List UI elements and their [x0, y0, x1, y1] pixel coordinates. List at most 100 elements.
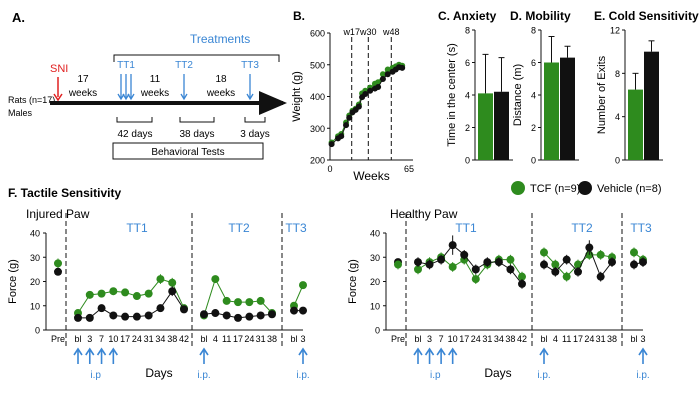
weight-y-tick-label: 500: [310, 60, 325, 70]
gap-3-number: 18: [215, 74, 227, 85]
injured-point: [222, 296, 231, 305]
injured-point: [211, 309, 220, 318]
injured-point: [200, 310, 208, 319]
healthy-title: Healthy Paw: [390, 207, 458, 221]
healthy-ip-arrow-head: [436, 347, 446, 356]
healthy-ip-label: i.p.: [537, 370, 550, 381]
gap-2-unit: weeks: [140, 88, 169, 99]
injured-point: [132, 292, 141, 301]
healthy-point: [506, 265, 515, 274]
injured-y-tick-label: 30: [30, 253, 40, 263]
cold-bar: [628, 89, 643, 160]
healthy-x-tick-label: bl: [630, 334, 637, 344]
healthy-point: [414, 265, 422, 274]
healthy-point: [471, 275, 480, 284]
injured-x-tick-label: 42: [179, 334, 189, 344]
healthy-point: [518, 279, 526, 288]
injured-ip-arrow-head: [73, 347, 83, 356]
healthy-point: [540, 248, 548, 257]
weight-point: [346, 114, 353, 121]
injured-x-tick-label: 4: [213, 334, 218, 344]
anxiety-y-tick-label: 8: [465, 26, 470, 36]
weight-point: [328, 141, 335, 148]
mobility-y-tick-label: 4: [531, 91, 536, 101]
healthy-x-tick-label: 3: [427, 334, 432, 344]
healthy-y-tick-label: 10: [370, 301, 380, 311]
healthy-x-tick-label: 17: [459, 334, 469, 344]
weight-y-tick-label: 300: [310, 124, 325, 134]
healthy-point: [562, 255, 571, 264]
weight-y-tick-label: 600: [310, 29, 325, 39]
cold-y-label: Number of Exits: [596, 55, 608, 134]
healthy-x-tick-label: 38: [607, 334, 617, 344]
injured-point: [121, 288, 130, 297]
weight-point: [343, 122, 350, 129]
healthy-point: [574, 267, 582, 276]
tt2-label: TT2: [175, 60, 193, 71]
healthy-ip-arrow-head: [638, 347, 648, 356]
injured-point: [256, 296, 265, 305]
injured-ip-label: i.p: [90, 370, 101, 381]
injured-x-tick-label: 10: [108, 334, 118, 344]
cold-title: E. Cold Sensitivity: [594, 9, 699, 23]
injured-point: [168, 287, 177, 296]
injured-point: [222, 311, 231, 320]
injured-x-tick-label: 24: [132, 334, 142, 344]
injured-y-tick-label: 40: [30, 229, 40, 239]
anxiety-bar: [478, 93, 493, 160]
healthy-point: [518, 272, 526, 281]
healthy-point: [394, 260, 402, 269]
healthy-x-tick-label: 17: [573, 334, 583, 344]
weight-chart: B. 600 500 400 300 200 Weight (g) Weeks 0 65 w17 w3…: [291, 9, 414, 183]
injured-series-line: [78, 290, 185, 319]
mobility-y-label: Distance (m): [512, 64, 524, 126]
injured-point: [156, 304, 165, 313]
anxiety-bar: [494, 91, 509, 160]
healthy-x-label: Days: [484, 366, 511, 380]
healthy-x-tick-label: 24: [584, 334, 594, 344]
healthy-x-tick-label: 31: [482, 334, 492, 344]
days-2-label: 38 days: [179, 129, 214, 140]
healthy-ip-arrow-head: [413, 347, 423, 356]
anxiety-y-tick-label: 6: [465, 58, 470, 68]
healthy-point: [585, 243, 594, 252]
injured-tt-label: TT3: [285, 221, 307, 235]
mobility-y-tick-label: 8: [531, 26, 536, 36]
anxiety-y-label: Time in the center (s): [446, 43, 458, 147]
healthy-ip-arrow-head: [424, 347, 435, 356]
healthy-point: [414, 258, 422, 267]
injured-x-tick-label: 24: [244, 334, 254, 344]
healthy-ip-arrow-head: [539, 347, 549, 356]
cold-y-tick-label: 4: [615, 112, 620, 122]
injured-ip-label: i.p.: [197, 370, 210, 381]
injured-x-tick-label: 31: [256, 334, 266, 344]
mobility-title: D. Mobility: [510, 9, 571, 23]
healthy-x-tick-label: 34: [494, 334, 504, 344]
injured-x-tick-label: 3: [87, 334, 92, 344]
treatments-bracket: [113, 54, 280, 62]
injured-x-tick-label: Pre: [51, 334, 65, 344]
injured-x-label: Days: [145, 366, 172, 380]
weight-marker-label: w17: [342, 27, 360, 37]
injured-point: [132, 312, 141, 321]
days-3-label: 3 days: [240, 129, 269, 140]
legend: TCF (n=9) Vehicle (n=8): [511, 181, 662, 195]
weight-y-tick-label: 200: [310, 156, 325, 166]
anxiety-y-tick-label: 2: [465, 123, 470, 133]
injured-point: [121, 312, 130, 321]
injured-point: [74, 313, 82, 322]
injured-y-tick-label: 20: [30, 277, 40, 287]
mobility-y-tick-label: 0: [531, 156, 536, 166]
mobility-y-tick-label: 2: [531, 123, 536, 133]
weight-point: [375, 83, 382, 90]
days-bracket-2: [179, 117, 215, 123]
injured-x-tick-label: 34: [155, 334, 165, 344]
injured-tt-label: TT1: [126, 221, 148, 235]
healthy-x-tick-label: 11: [562, 334, 571, 344]
weight-point: [367, 87, 374, 94]
injured-x-tick-label: bl: [200, 334, 207, 344]
healthy-y-tick-label: 20: [370, 277, 380, 287]
injured-point: [290, 306, 298, 315]
